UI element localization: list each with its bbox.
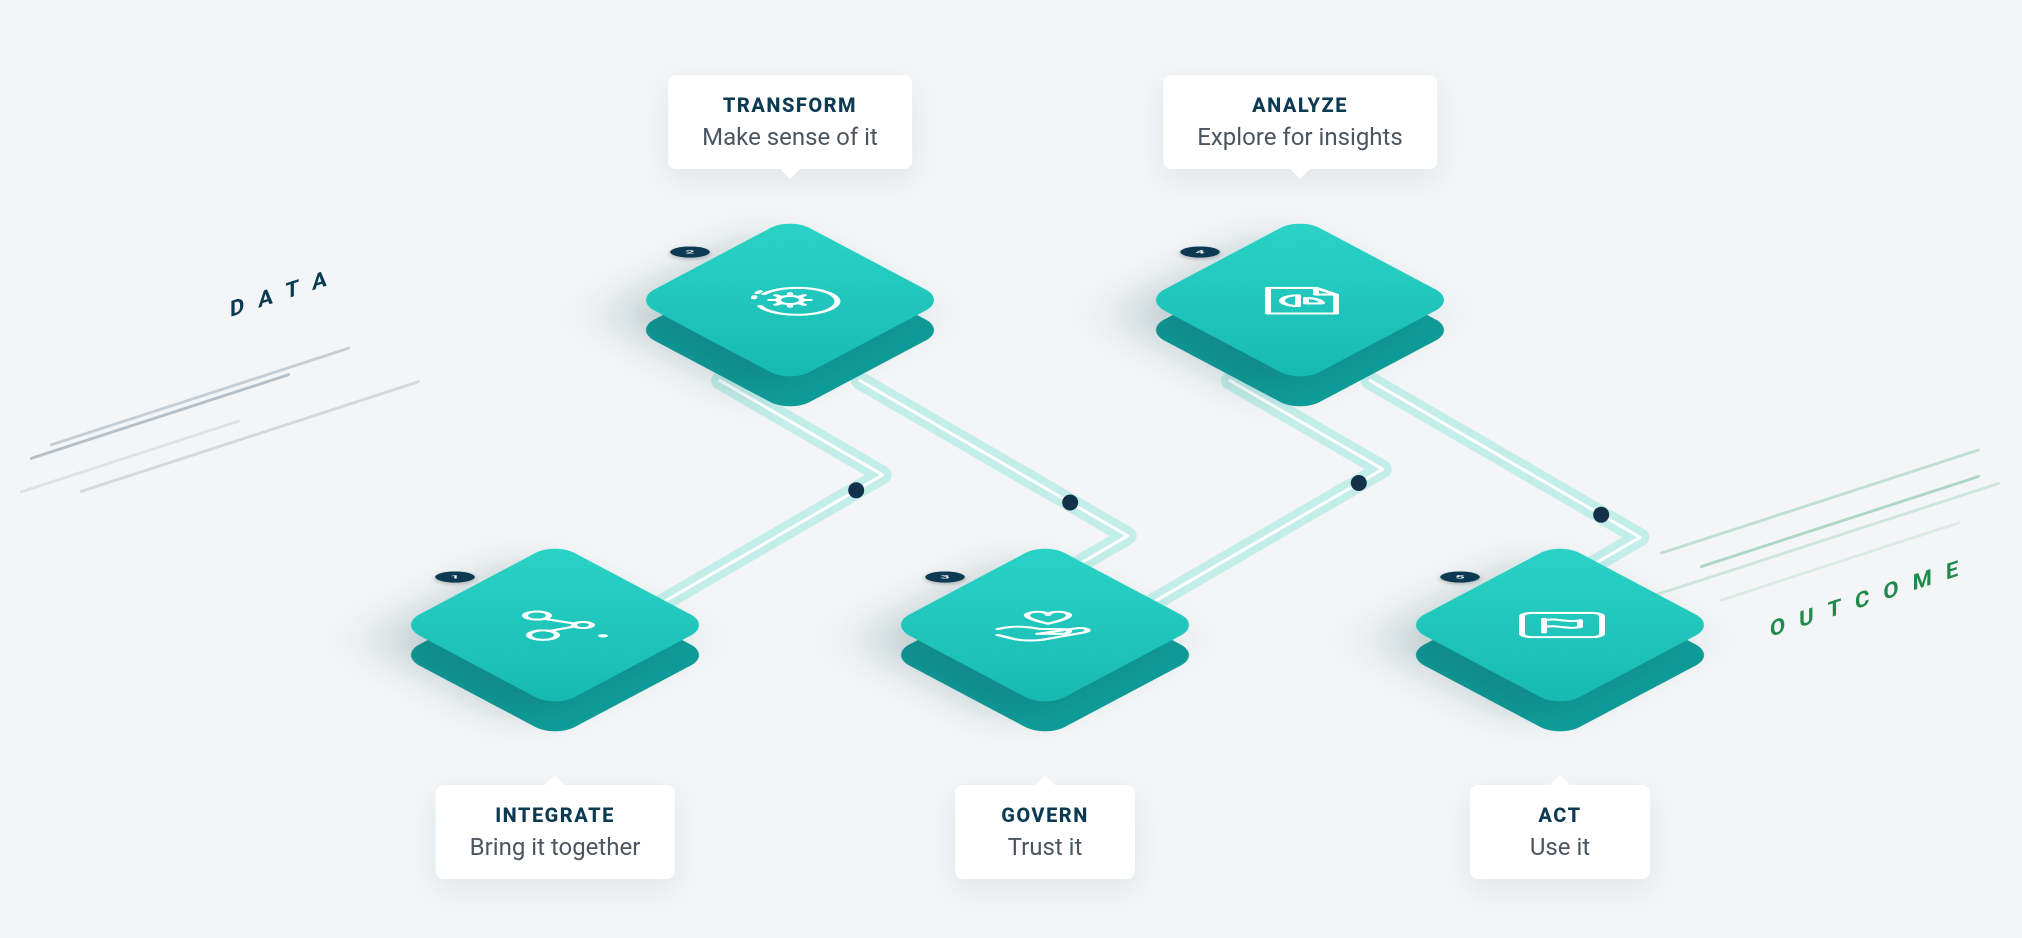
card-title: GOVERN <box>989 803 1101 827</box>
card-subtitle: Bring it together <box>470 833 641 861</box>
step-number-badge: 2 <box>670 246 710 257</box>
card-subtitle: Explore for insights <box>1197 123 1403 151</box>
step-number-badge: 1 <box>435 571 475 582</box>
output-label: OUTCOME <box>1770 552 1972 643</box>
card-subtitle: Trust it <box>989 833 1101 861</box>
step-number-badge: 3 <box>925 571 965 582</box>
speed-line <box>80 380 420 493</box>
card-title: TRANSFORM <box>702 93 878 117</box>
speed-line <box>1700 475 1980 569</box>
card-title: ACT <box>1504 803 1616 827</box>
card-subtitle: Make sense of it <box>702 123 878 151</box>
label-card-transform: TRANSFORM Make sense of it <box>668 75 912 169</box>
tile-integrate[interactable]: 1 <box>445 515 665 735</box>
speed-line <box>20 419 240 493</box>
step-number-badge: 5 <box>1440 571 1480 582</box>
tile-transform[interactable]: 2 <box>680 190 900 410</box>
label-card-act: ACT Use it <box>1470 785 1650 879</box>
diagram-stage: DATA OUTCOME 12345 INTEGRATEBring it tog… <box>0 0 2022 938</box>
tile-act[interactable]: 5 <box>1450 515 1670 735</box>
card-title: ANALYZE <box>1197 93 1403 117</box>
card-subtitle: Use it <box>1504 833 1616 861</box>
label-card-analyze: ANALYZE Explore for insights <box>1163 75 1437 169</box>
tile-analyze[interactable]: 4 <box>1190 190 1410 410</box>
input-label: DATA <box>230 262 341 323</box>
tile-govern[interactable]: 3 <box>935 515 1155 735</box>
label-card-integrate: INTEGRATE Bring it together <box>436 785 675 879</box>
card-title: INTEGRATE <box>470 803 641 827</box>
step-number-badge: 4 <box>1180 246 1220 257</box>
label-card-govern: GOVERN Trust it <box>955 785 1135 879</box>
